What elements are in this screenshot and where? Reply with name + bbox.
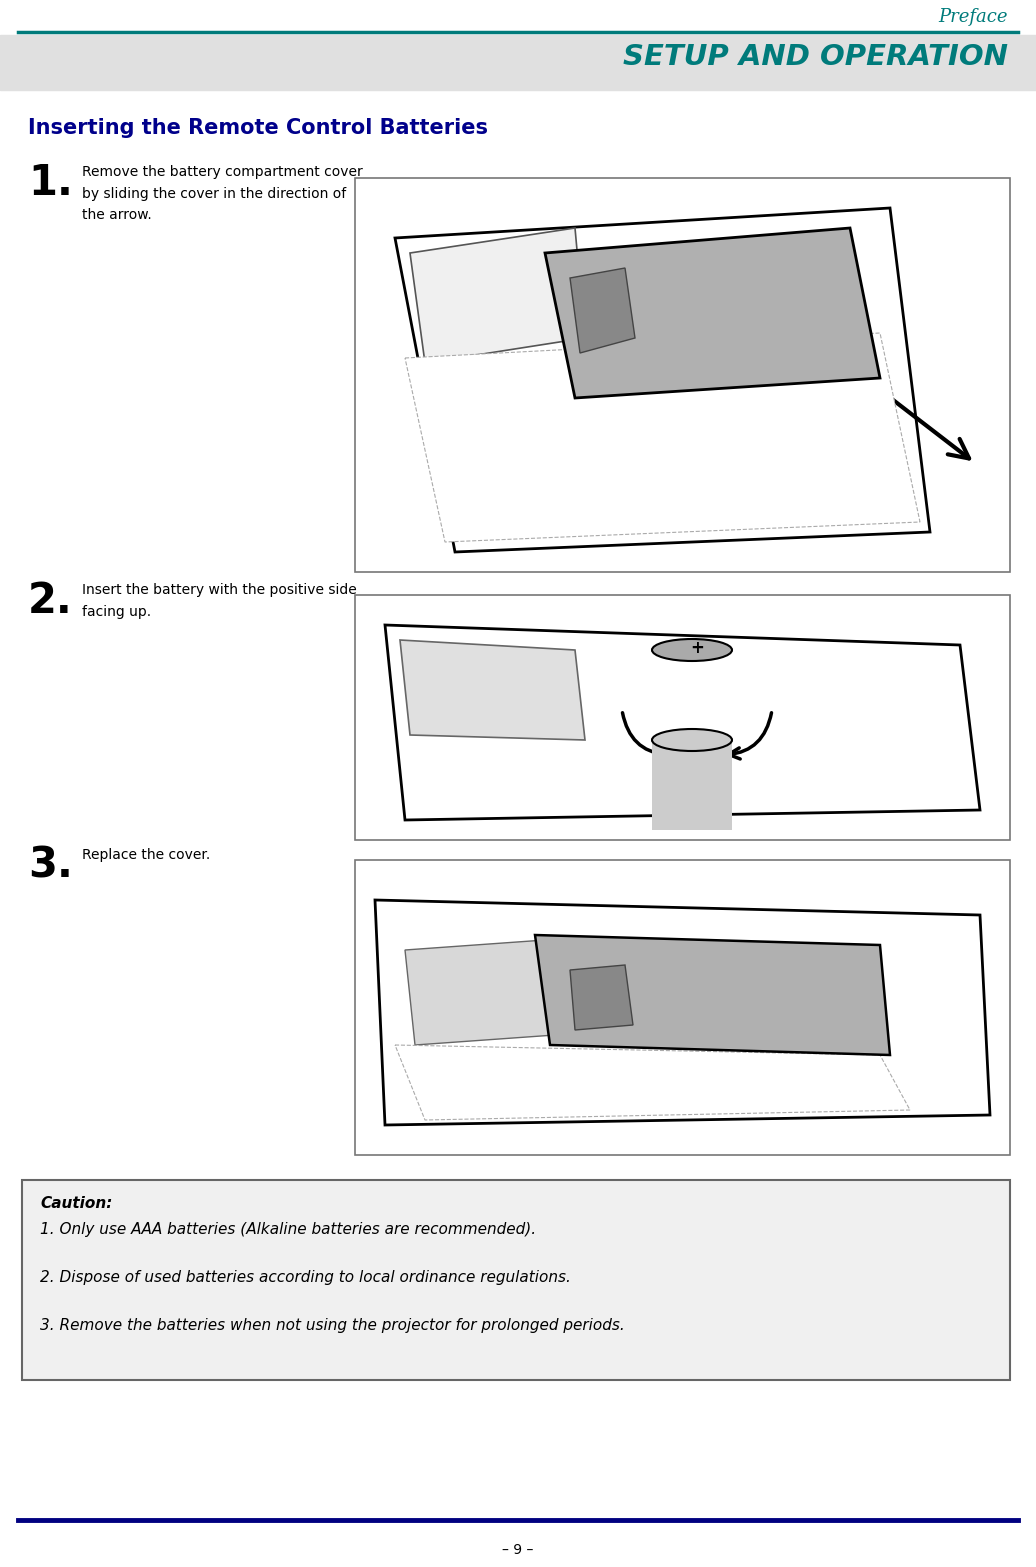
Text: +: + [690,639,703,657]
Bar [0,34,1036,89]
Polygon shape [405,940,555,1045]
Text: Inserting the Remote Control Batteries: Inserting the Remote Control Batteries [28,118,488,138]
Text: 2. Dispose of used batteries according to local ordinance regulations.: 2. Dispose of used batteries according t… [40,1269,571,1285]
Polygon shape [570,268,635,353]
Polygon shape [395,208,930,552]
Text: Preface: Preface [939,8,1008,27]
Polygon shape [570,965,633,1030]
Text: SETUP AND OPERATION: SETUP AND OPERATION [623,42,1008,71]
Polygon shape [385,625,980,820]
Ellipse shape [652,639,732,661]
Text: Remove the battery compartment cover
by sliding the cover in the direction of
th: Remove the battery compartment cover by … [82,165,363,223]
Polygon shape [410,229,585,364]
Polygon shape [405,334,920,542]
Text: – 9 –: – 9 – [502,1543,534,1558]
Bar [652,740,732,831]
Text: 3.: 3. [28,845,73,887]
Text: 1.: 1. [28,161,73,204]
Text: Replace the cover.: Replace the cover. [82,848,210,862]
Bar [355,860,1010,1155]
Polygon shape [545,229,880,398]
Text: Insert the battery with the positive side
facing up.: Insert the battery with the positive sid… [82,583,356,619]
Polygon shape [535,935,890,1055]
Polygon shape [375,899,990,1125]
Bar [355,179,1010,572]
Text: 2.: 2. [28,580,73,622]
Polygon shape [395,1045,910,1120]
Bar [22,1180,1010,1381]
Bar [355,595,1010,840]
Ellipse shape [652,729,732,751]
Text: 3. Remove the batteries when not using the projector for prolonged periods.: 3. Remove the batteries when not using t… [40,1318,625,1334]
Text: 1. Only use AAA batteries (Alkaline batteries are recommended).: 1. Only use AAA batteries (Alkaline batt… [40,1222,536,1236]
Text: Caution:: Caution: [40,1196,112,1211]
Polygon shape [400,639,585,740]
